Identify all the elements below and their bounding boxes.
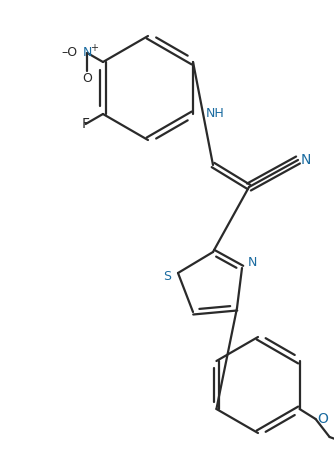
Text: N: N	[301, 153, 311, 167]
Text: –O: –O	[61, 47, 77, 59]
Text: S: S	[163, 271, 171, 283]
Text: F: F	[81, 117, 90, 131]
Text: O: O	[82, 73, 92, 85]
Text: N: N	[83, 47, 92, 59]
Text: O: O	[317, 412, 328, 426]
Text: +: +	[91, 43, 99, 53]
Text: N: N	[247, 256, 257, 270]
Text: NH: NH	[206, 107, 224, 120]
